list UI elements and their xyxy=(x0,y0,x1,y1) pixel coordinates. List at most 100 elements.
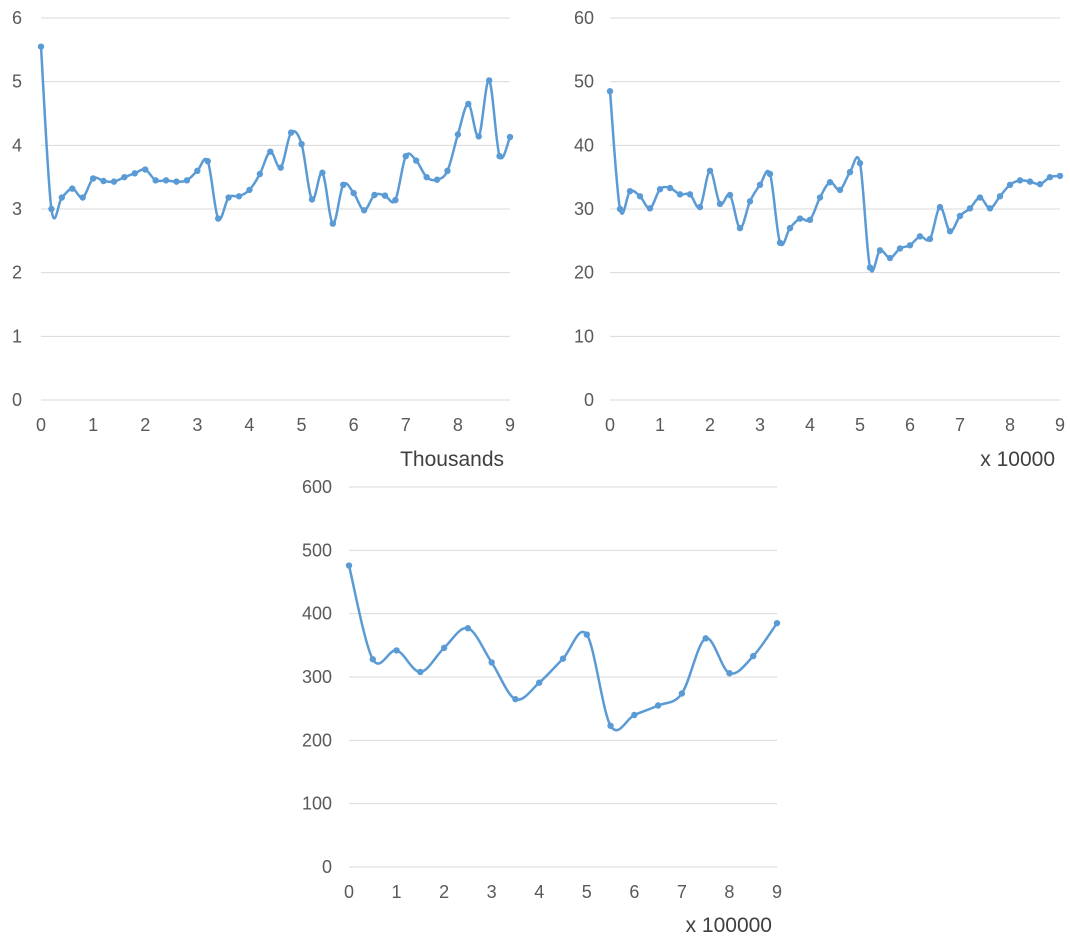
x-tick-label: 0 xyxy=(605,415,615,435)
data-point xyxy=(1056,172,1064,180)
y-tick-label: 6 xyxy=(12,8,22,28)
x-axis-ticks: 0 1 2 3 4 5 6 7 8 9 xyxy=(344,882,782,902)
y-tick-label: 2 xyxy=(12,263,22,283)
data-point xyxy=(256,170,264,178)
data-point xyxy=(340,181,347,189)
data-point xyxy=(936,203,944,211)
data-point xyxy=(856,159,864,167)
data-point xyxy=(433,176,441,183)
line-chart-x100000: 0 100 200 300 400 500 600 0 1 2 3 4 5 6 7 8 9x 100000 xyxy=(302,477,782,937)
data-point xyxy=(371,191,378,199)
data-point xyxy=(110,178,118,185)
data-point xyxy=(89,175,97,182)
data-point xyxy=(417,668,424,676)
x-tick-label: 1 xyxy=(88,415,98,435)
data-point xyxy=(846,168,854,176)
x-tick-label: 6 xyxy=(349,415,359,435)
x-tick-label: 6 xyxy=(629,882,639,902)
y-tick-label: 60 xyxy=(574,8,594,28)
data-point xyxy=(654,702,662,709)
data-point xyxy=(235,193,243,200)
data-point xyxy=(946,228,954,235)
data-point xyxy=(69,185,76,192)
data-point xyxy=(806,216,814,224)
data-point xyxy=(626,187,634,195)
data-point xyxy=(381,192,389,199)
y-tick-label: 600 xyxy=(302,477,332,497)
series-line xyxy=(608,89,1062,273)
data-point xyxy=(536,679,543,686)
data-point xyxy=(246,186,253,194)
data-point xyxy=(329,220,337,227)
x-tick-label: 4 xyxy=(805,415,815,435)
x-axis-unit-label: x 10000 xyxy=(980,448,1055,471)
data-point xyxy=(37,43,45,50)
data-point xyxy=(496,152,503,160)
x-tick-label: 4 xyxy=(244,415,254,435)
data-point xyxy=(475,133,482,140)
y-tick-label: 500 xyxy=(302,540,332,560)
data-point xyxy=(440,644,448,652)
data-point xyxy=(826,179,834,186)
y-tick-label: 200 xyxy=(302,730,332,750)
data-point xyxy=(512,695,519,703)
x-tick-label: 9 xyxy=(505,415,515,435)
data-point xyxy=(162,177,170,184)
data-point xyxy=(866,264,874,271)
data-point xyxy=(896,245,904,252)
data-point xyxy=(716,200,724,208)
x-tick-label: 6 xyxy=(905,415,915,435)
data-point xyxy=(976,194,984,201)
x-axis-unit-label: x 100000 xyxy=(686,914,772,937)
data-point xyxy=(606,88,614,95)
data-point xyxy=(773,619,781,627)
data-point xyxy=(916,233,924,240)
data-point xyxy=(686,191,694,198)
data-point xyxy=(736,224,744,232)
data-point xyxy=(702,635,709,642)
data-point xyxy=(1026,178,1034,185)
series-markers xyxy=(345,562,781,729)
x-tick-label: 5 xyxy=(855,415,865,435)
series-markers xyxy=(37,43,514,227)
x-tick-label: 2 xyxy=(140,415,150,435)
y-tick-label: 40 xyxy=(574,135,594,155)
data-point xyxy=(646,205,654,212)
y-axis-ticks: 0 1 2 3 4 5 6 xyxy=(12,8,22,410)
line-chart-x10000: 0 10 20 30 40 50 60 0 1 2 3 4 5 6 7 8 9x 10000 xyxy=(574,8,1065,471)
data-point xyxy=(423,173,430,181)
series-markers xyxy=(606,88,1064,271)
data-point xyxy=(204,158,211,165)
data-point xyxy=(636,193,644,200)
data-point xyxy=(506,133,514,141)
data-point xyxy=(402,152,409,160)
y-axis-ticks: 0 10 20 30 40 50 60 xyxy=(574,8,594,410)
data-point xyxy=(287,129,295,136)
data-point xyxy=(183,177,191,184)
y-tick-label: 0 xyxy=(584,390,594,410)
data-point xyxy=(836,186,844,194)
data-point xyxy=(444,167,451,174)
y-tick-label: 100 xyxy=(302,794,332,814)
y-tick-label: 0 xyxy=(12,390,22,410)
gridlines xyxy=(41,17,510,401)
data-point xyxy=(465,100,472,108)
data-point xyxy=(996,193,1004,200)
x-tick-label: 7 xyxy=(677,882,687,902)
x-tick-label: 2 xyxy=(439,882,449,902)
y-tick-label: 20 xyxy=(574,263,594,283)
x-tick-label: 4 xyxy=(534,882,544,902)
x-axis-unit-label: Thousands xyxy=(400,448,504,471)
data-point xyxy=(345,562,353,569)
data-point xyxy=(121,173,128,181)
x-tick-label: 8 xyxy=(1005,415,1015,435)
data-point xyxy=(1006,181,1014,189)
data-point xyxy=(308,196,316,203)
data-point xyxy=(392,196,399,204)
data-point xyxy=(796,215,804,222)
data-point xyxy=(926,235,934,243)
data-point xyxy=(776,239,784,246)
data-point xyxy=(583,631,590,638)
data-point xyxy=(225,194,232,201)
